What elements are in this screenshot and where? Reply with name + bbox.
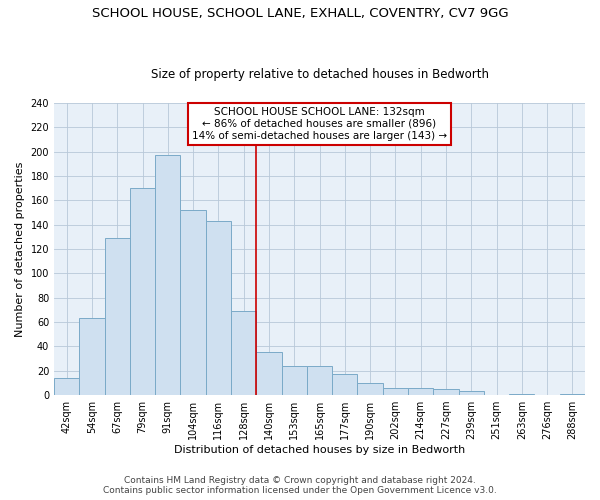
Text: Contains HM Land Registry data © Crown copyright and database right 2024.
Contai: Contains HM Land Registry data © Crown c… <box>103 476 497 495</box>
Bar <box>281 366 307 395</box>
Text: SCHOOL HOUSE, SCHOOL LANE, EXHALL, COVENTRY, CV7 9GG: SCHOOL HOUSE, SCHOOL LANE, EXHALL, COVEN… <box>92 8 508 20</box>
Bar <box>79 318 104 395</box>
Bar <box>433 389 458 395</box>
Bar <box>130 188 155 395</box>
Bar <box>181 210 206 395</box>
Bar <box>560 394 585 395</box>
Bar <box>155 156 181 395</box>
Y-axis label: Number of detached properties: Number of detached properties <box>15 162 25 336</box>
Bar <box>104 238 130 395</box>
Bar <box>307 366 332 395</box>
Bar <box>358 383 383 395</box>
Bar <box>206 221 231 395</box>
Bar <box>256 352 281 395</box>
Bar <box>54 378 79 395</box>
Bar <box>509 394 535 395</box>
Bar <box>332 374 358 395</box>
Text: SCHOOL HOUSE SCHOOL LANE: 132sqm
← 86% of detached houses are smaller (896)
14% : SCHOOL HOUSE SCHOOL LANE: 132sqm ← 86% o… <box>192 108 447 140</box>
Bar <box>408 388 433 395</box>
Title: Size of property relative to detached houses in Bedworth: Size of property relative to detached ho… <box>151 68 488 81</box>
Bar <box>458 392 484 395</box>
X-axis label: Distribution of detached houses by size in Bedworth: Distribution of detached houses by size … <box>174 445 465 455</box>
Bar <box>383 388 408 395</box>
Bar <box>231 311 256 395</box>
